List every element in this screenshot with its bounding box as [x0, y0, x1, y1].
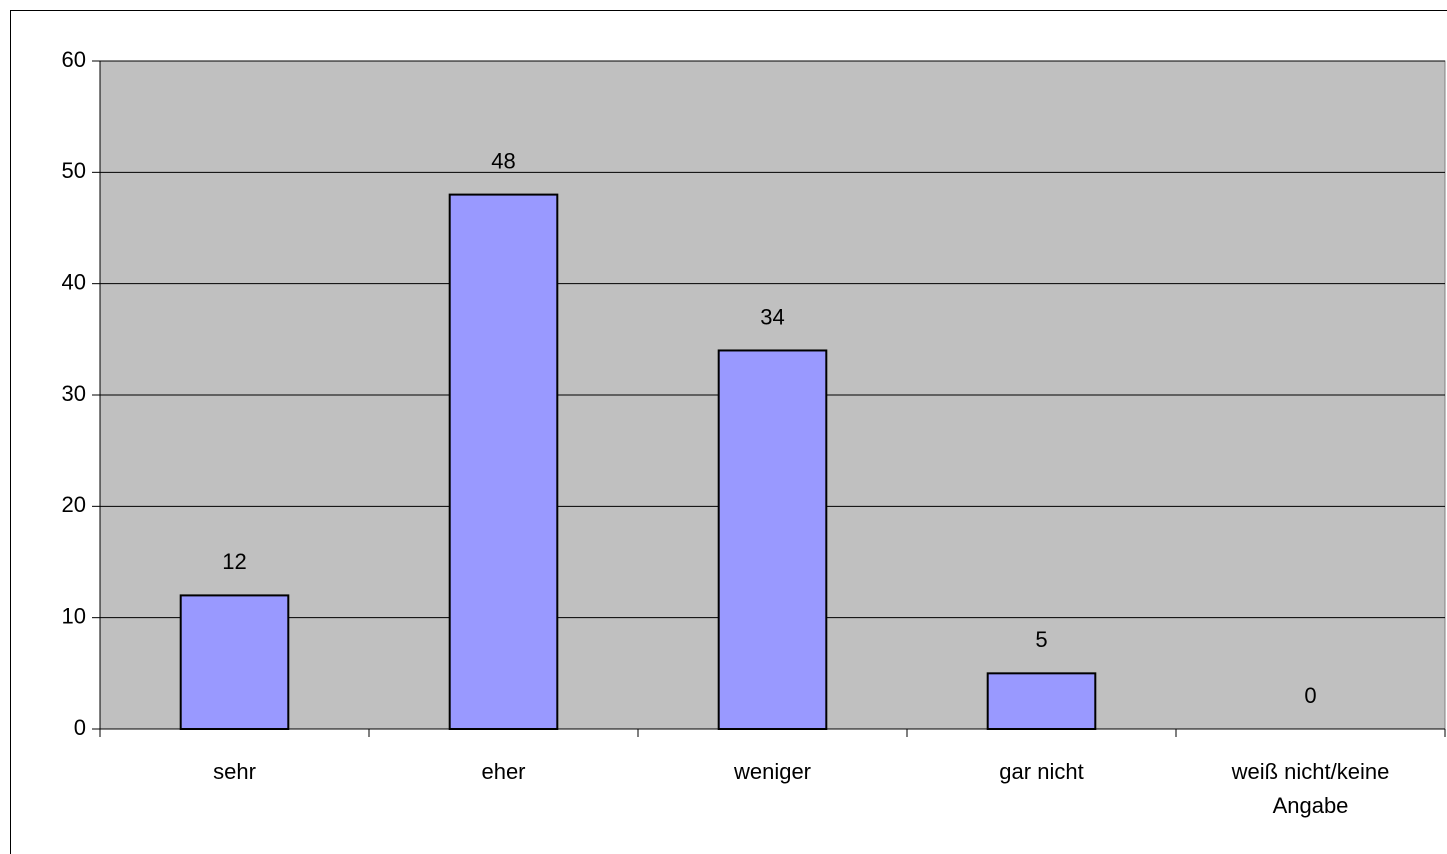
bar [986, 672, 1097, 730]
y-tick-label: 40 [62, 269, 86, 294]
bar [717, 349, 828, 730]
x-tick-label: eher [481, 759, 526, 784]
data-label: 34 [760, 304, 784, 329]
data-label: 12 [222, 549, 246, 574]
data-label: 0 [1304, 683, 1316, 708]
x-tick-label: gar nicht [999, 759, 1084, 784]
x-tick-label: weniger [733, 759, 812, 784]
y-tick-label: 0 [74, 715, 86, 740]
x-tick-label: sehr [213, 759, 256, 784]
y-tick-label: 10 [62, 603, 86, 628]
y-tick-label: 50 [62, 158, 86, 183]
data-label: 5 [1035, 627, 1047, 652]
y-tick-label: 20 [62, 492, 86, 517]
y-tick-label: 60 [62, 47, 86, 72]
bar [179, 594, 290, 731]
x-tick-label: weiß nicht/keine Angabe [1231, 759, 1390, 818]
bar [448, 193, 559, 731]
data-label: 48 [491, 148, 515, 173]
y-tick-label: 30 [62, 381, 86, 406]
